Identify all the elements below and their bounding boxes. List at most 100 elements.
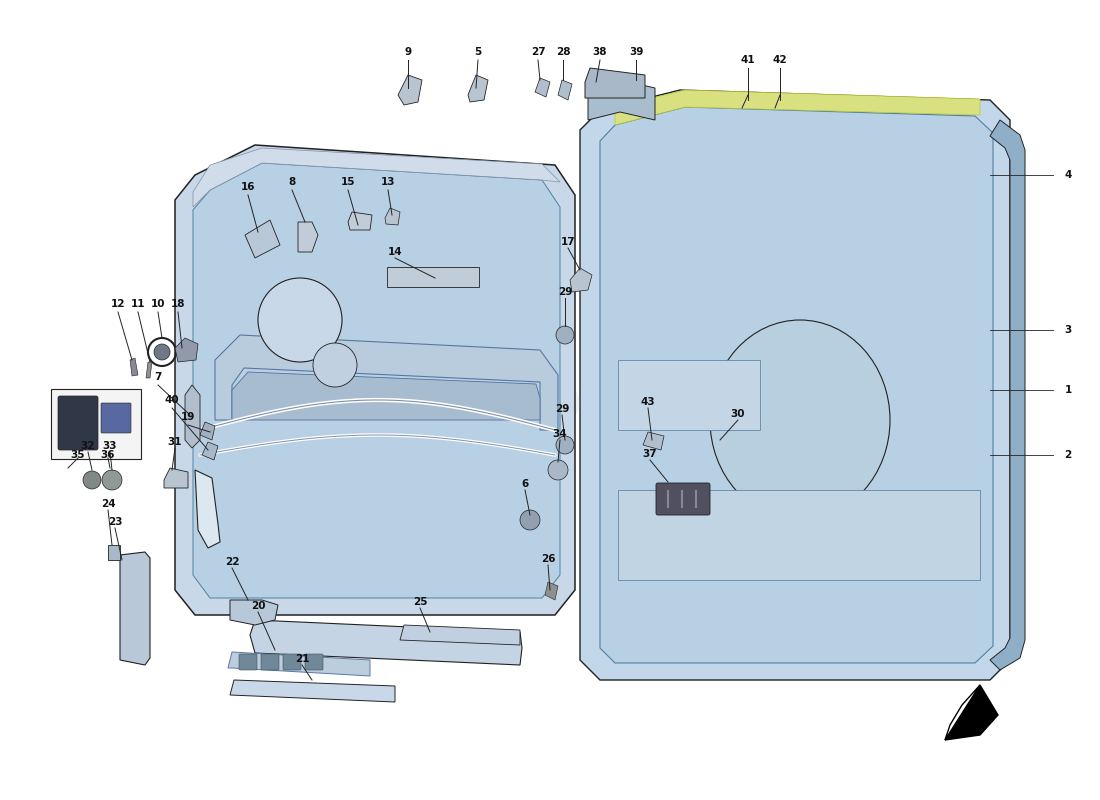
Text: 18: 18 bbox=[170, 299, 185, 309]
Polygon shape bbox=[232, 372, 540, 420]
Text: 37: 37 bbox=[642, 449, 658, 459]
Polygon shape bbox=[192, 148, 560, 207]
Text: 9: 9 bbox=[405, 47, 411, 57]
Polygon shape bbox=[230, 600, 278, 625]
Text: 31: 31 bbox=[167, 437, 183, 447]
FancyBboxPatch shape bbox=[387, 267, 478, 287]
Text: 26: 26 bbox=[541, 554, 556, 564]
FancyBboxPatch shape bbox=[261, 654, 279, 670]
Text: 15: 15 bbox=[341, 177, 355, 187]
Text: 39: 39 bbox=[629, 47, 644, 57]
Text: 38: 38 bbox=[593, 47, 607, 57]
Polygon shape bbox=[228, 652, 370, 676]
Polygon shape bbox=[146, 362, 152, 378]
FancyBboxPatch shape bbox=[51, 389, 141, 459]
Text: 12: 12 bbox=[111, 299, 125, 309]
Polygon shape bbox=[245, 220, 280, 258]
Text: 7: 7 bbox=[154, 372, 162, 382]
Text: 10: 10 bbox=[151, 299, 165, 309]
Circle shape bbox=[548, 460, 568, 480]
Polygon shape bbox=[400, 625, 520, 645]
Text: 22: 22 bbox=[224, 557, 240, 567]
Polygon shape bbox=[618, 360, 760, 430]
Circle shape bbox=[520, 510, 540, 530]
Text: 4: 4 bbox=[1065, 170, 1071, 180]
Polygon shape bbox=[570, 268, 592, 292]
Polygon shape bbox=[468, 75, 488, 102]
Polygon shape bbox=[588, 80, 654, 120]
Polygon shape bbox=[192, 163, 560, 598]
Polygon shape bbox=[398, 75, 422, 105]
Text: 13: 13 bbox=[381, 177, 395, 187]
Polygon shape bbox=[130, 358, 138, 376]
Polygon shape bbox=[108, 545, 120, 560]
Polygon shape bbox=[230, 680, 395, 702]
Text: 11: 11 bbox=[131, 299, 145, 309]
Circle shape bbox=[556, 436, 574, 454]
Text: 42: 42 bbox=[772, 55, 788, 65]
Polygon shape bbox=[644, 432, 664, 450]
Ellipse shape bbox=[710, 320, 890, 520]
FancyBboxPatch shape bbox=[239, 654, 257, 670]
Polygon shape bbox=[385, 208, 400, 225]
Circle shape bbox=[82, 471, 101, 489]
Polygon shape bbox=[945, 685, 998, 740]
FancyBboxPatch shape bbox=[101, 403, 131, 433]
Circle shape bbox=[314, 343, 358, 387]
Polygon shape bbox=[200, 422, 214, 440]
Polygon shape bbox=[214, 335, 558, 430]
Circle shape bbox=[154, 344, 170, 360]
Text: 33: 33 bbox=[102, 441, 118, 451]
Circle shape bbox=[102, 470, 122, 490]
Polygon shape bbox=[535, 78, 550, 97]
Text: 27: 27 bbox=[530, 47, 546, 57]
Text: 29: 29 bbox=[558, 287, 572, 297]
Text: 25: 25 bbox=[412, 597, 427, 607]
Polygon shape bbox=[544, 582, 558, 600]
Text: 35: 35 bbox=[70, 450, 86, 460]
Text: 21: 21 bbox=[295, 654, 309, 664]
Polygon shape bbox=[202, 442, 218, 460]
Circle shape bbox=[556, 326, 574, 344]
Text: EXPLODED: EXPLODED bbox=[165, 364, 595, 576]
Text: 30: 30 bbox=[730, 409, 746, 419]
Polygon shape bbox=[618, 490, 980, 580]
FancyBboxPatch shape bbox=[656, 483, 710, 515]
FancyBboxPatch shape bbox=[305, 654, 323, 670]
FancyBboxPatch shape bbox=[283, 654, 301, 670]
Text: 23: 23 bbox=[108, 517, 122, 527]
Polygon shape bbox=[185, 385, 200, 448]
Text: 6: 6 bbox=[521, 479, 529, 489]
Polygon shape bbox=[558, 80, 572, 100]
Text: 41: 41 bbox=[740, 55, 756, 65]
Polygon shape bbox=[600, 107, 993, 663]
Text: 1: 1 bbox=[1065, 385, 1071, 395]
Text: 40: 40 bbox=[165, 395, 179, 405]
Polygon shape bbox=[175, 145, 575, 615]
Text: 19: 19 bbox=[180, 412, 195, 422]
Text: 28: 28 bbox=[556, 47, 570, 57]
Text: a passion for detail: a passion for detail bbox=[220, 518, 460, 542]
Text: 24: 24 bbox=[101, 499, 116, 509]
Text: 43: 43 bbox=[640, 397, 656, 407]
Text: 34: 34 bbox=[552, 429, 568, 439]
Text: 8: 8 bbox=[288, 177, 296, 187]
Polygon shape bbox=[990, 120, 1025, 670]
Circle shape bbox=[258, 278, 342, 362]
Polygon shape bbox=[615, 90, 980, 125]
Polygon shape bbox=[298, 222, 318, 252]
Polygon shape bbox=[164, 468, 188, 488]
Polygon shape bbox=[945, 685, 980, 740]
Text: 2: 2 bbox=[1065, 450, 1071, 460]
Text: 5: 5 bbox=[474, 47, 482, 57]
Text: 36: 36 bbox=[101, 450, 116, 460]
Polygon shape bbox=[195, 470, 220, 548]
Text: 14: 14 bbox=[387, 247, 403, 257]
Text: 16: 16 bbox=[241, 182, 255, 192]
Text: 17: 17 bbox=[561, 237, 575, 247]
Polygon shape bbox=[175, 338, 198, 362]
Polygon shape bbox=[250, 620, 522, 665]
FancyBboxPatch shape bbox=[58, 396, 98, 450]
Text: 29: 29 bbox=[554, 404, 569, 414]
Polygon shape bbox=[585, 68, 645, 98]
